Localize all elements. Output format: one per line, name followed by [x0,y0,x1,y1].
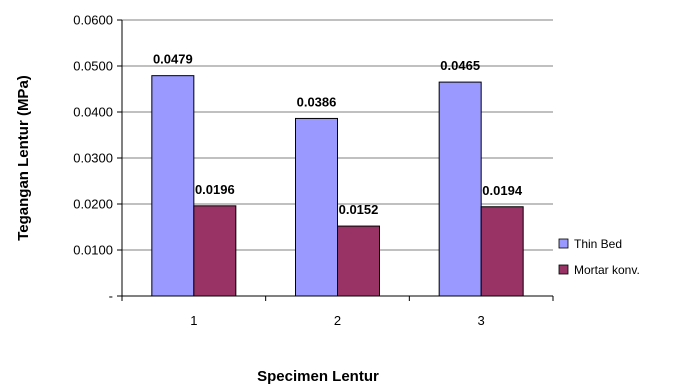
legend: Thin Bed Mortar konv. [558,237,640,277]
legend-label-mortar-konv: Mortar konv. [574,263,640,277]
bar-thin-bed-1 [151,75,195,297]
data-label: 0.0152 [339,202,379,217]
y-tick-label: 0.0200 [73,197,113,212]
y-tick-label: - [109,289,113,304]
bars [151,75,524,297]
x-tick-label: 2 [334,313,341,328]
labels: - 0.0100 0.0200 0.0300 0.0400 0.0500 0.0600 0.0… [73,13,523,329]
data-label: 0.0196 [195,182,235,197]
y-tick-label: 0.0300 [73,151,113,166]
y-tick-label: 0.0600 [73,13,113,28]
data-label: 0.0465 [440,58,480,73]
axes [117,19,554,301]
x-tick-label: 1 [190,313,197,328]
y-axis-title: Tegangan Lentur (MPa) [15,75,32,241]
y-tick-label: 0.0400 [73,105,113,120]
data-label: 0.0386 [297,94,337,109]
legend-swatch-mortar-konv [558,264,569,275]
legend-swatch-thin-bed [558,238,569,249]
x-tick-label: 3 [478,313,485,328]
bar-mortar-konv-2 [337,225,380,297]
data-label: 0.0479 [153,52,193,67]
y-tick-label: 0.0500 [73,59,113,74]
bar-thin-bed-2 [295,117,338,297]
y-tick-label: 0.0100 [73,243,113,258]
bar-mortar-konv-1 [193,205,237,297]
bar-thin-bed-3 [438,81,482,297]
bar-mortar-konv-3 [480,206,524,297]
legend-label-thin-bed: Thin Bed [574,237,622,251]
x-axis-title: Specimen Lentur [257,368,379,385]
data-label: 0.0194 [482,183,523,198]
